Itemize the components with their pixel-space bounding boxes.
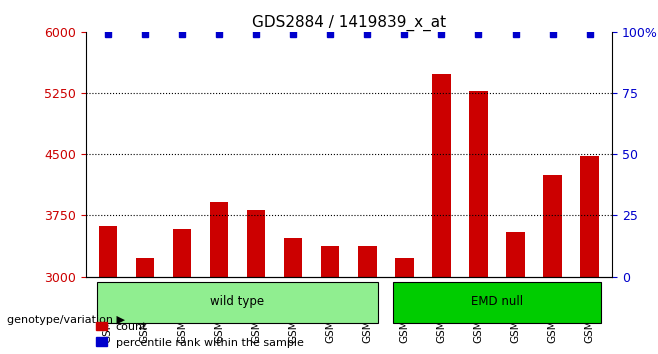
Bar [247,210,265,277]
Bar [358,246,376,277]
Bar [99,226,117,277]
Bar [321,246,340,277]
Text: genotype/variation ▶: genotype/variation ▶ [7,315,124,325]
FancyBboxPatch shape [97,281,378,323]
Bar [395,258,414,277]
Title: GDS2884 / 1419839_x_at: GDS2884 / 1419839_x_at [251,14,446,30]
Text: EMD null: EMD null [471,295,523,308]
Bar [432,74,451,277]
Bar [172,229,191,277]
Legend: count, percentile rank within the sample: count, percentile rank within the sample [91,317,308,352]
Bar [580,156,599,277]
Text: wild type: wild type [211,295,265,308]
Bar [544,175,562,277]
Bar [506,232,525,277]
Bar [469,91,488,277]
FancyBboxPatch shape [393,281,601,323]
Bar [136,258,154,277]
Bar [210,202,228,277]
Bar [284,238,303,277]
